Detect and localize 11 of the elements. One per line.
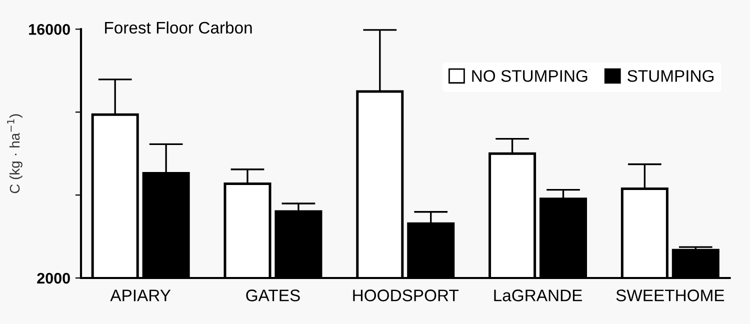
x-tick-label: LaGRANDE — [494, 290, 582, 302]
legend-label: STUMPING — [628, 70, 714, 82]
x-tick-label: SWEETHOME — [616, 290, 724, 302]
y-tick-label: 2000 — [37, 272, 70, 284]
chart-title: Forest Floor Carbon — [105, 21, 252, 34]
x-tick-label: HOODSPORT — [353, 290, 459, 302]
x-tick-label: APIARY — [110, 290, 171, 302]
y-axis-title: C (kg · ha$^{−1}$) — [7, 114, 22, 194]
y-tick-label: 16000 — [29, 24, 70, 35]
legend-label: NO STUMPING — [472, 70, 588, 82]
x-tick-label: GATES — [246, 290, 300, 302]
